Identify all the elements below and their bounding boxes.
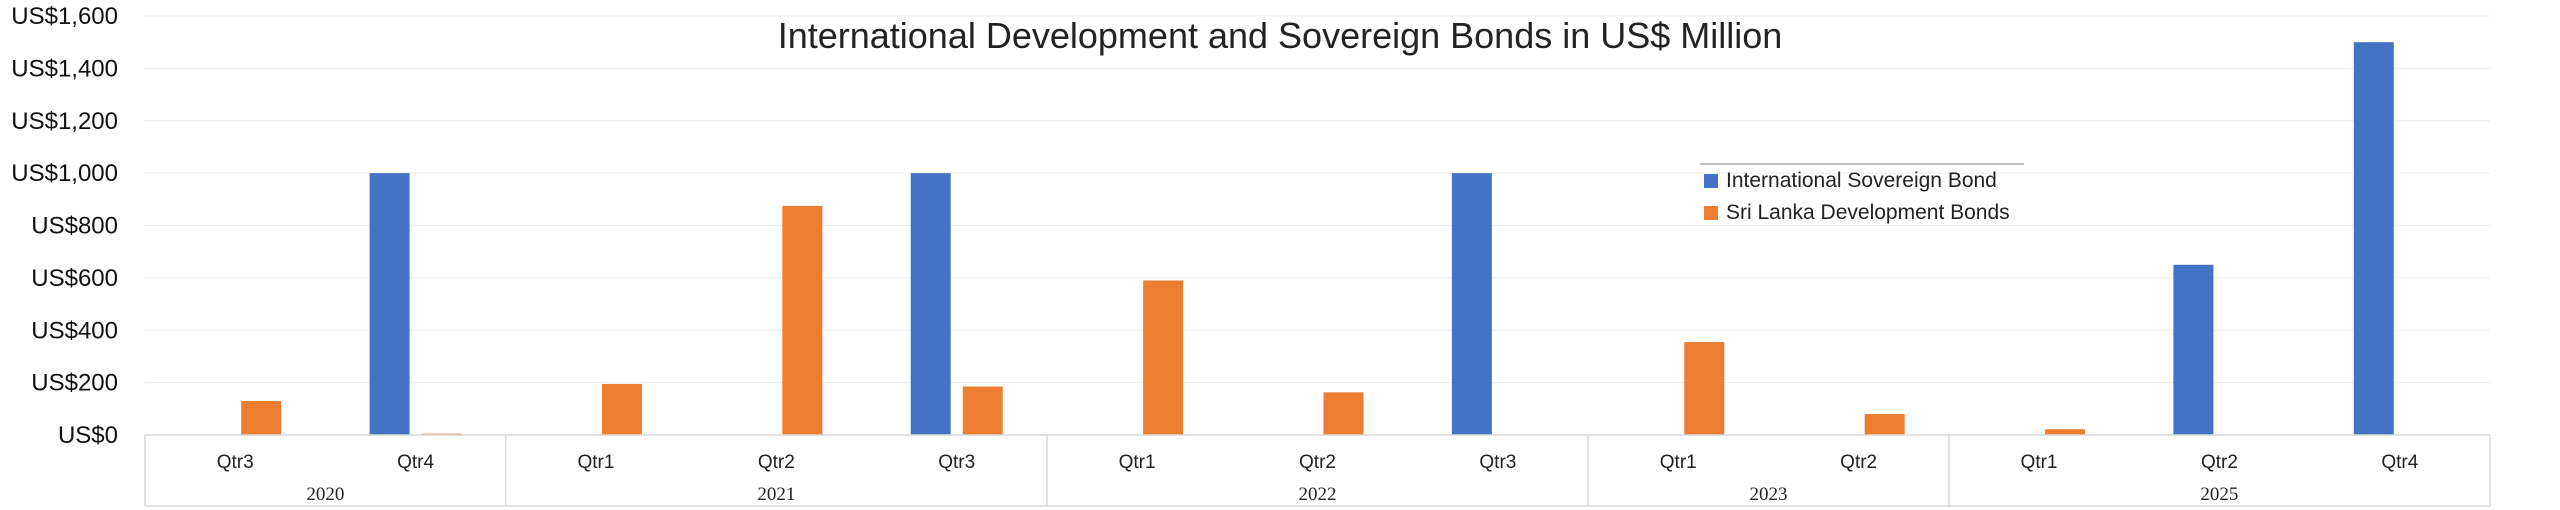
legend-label: International Sovereign Bond — [1726, 169, 1997, 192]
x-tick-label: Qtr1 — [1660, 452, 1697, 473]
bar-sri-lanka-development-bonds-9 — [1864, 414, 1905, 435]
x-tick-label: Qtr2 — [1840, 452, 1877, 473]
bar-international-sovereign-bond-7 — [1451, 173, 1492, 435]
x-tick-label: Qtr2 — [1299, 452, 1336, 473]
x-tick-label: Qtr3 — [938, 452, 975, 473]
x-axis: Qtr3 Qtr4 Qtr1 Qtr2 Qtr3 Qtr1 Qtr2 Qtr3 Qtr1 Qtr2… — [144, 434, 2491, 507]
x-tick-label: Qtr1 — [577, 452, 614, 473]
bar-international-sovereign-bond-12 — [2353, 42, 2394, 435]
bars — [241, 42, 2394, 435]
y-tick-label: US$1,000 — [11, 160, 118, 187]
x-tick-label: Qtr1 — [1119, 452, 1156, 473]
legend-swatch — [1704, 206, 1718, 220]
bar-international-sovereign-bond-11 — [2173, 264, 2214, 435]
x-group-label: 2020 — [306, 484, 344, 505]
y-tick-label: US$600 — [31, 265, 118, 292]
chart-title: International Development and Sovereign … — [778, 15, 1783, 56]
bar-sri-lanka-development-bonds-6 — [1323, 392, 1364, 435]
x-group-label: 2023 — [1749, 484, 1787, 505]
bar-sri-lanka-development-bonds-3 — [782, 205, 823, 435]
legend-label: Sri Lanka Development Bonds — [1726, 201, 2010, 224]
bar-international-sovereign-bond-1 — [369, 173, 410, 435]
x-tick-label: Qtr4 — [2381, 452, 2418, 473]
x-tick-label: Qtr4 — [397, 452, 434, 473]
y-tick-label: US$1,200 — [11, 108, 118, 135]
x-group-label: 2021 — [757, 484, 795, 505]
bar-sri-lanka-development-bonds-4 — [962, 386, 1003, 435]
y-tick-label: US$1,600 — [11, 3, 118, 30]
bar-sri-lanka-development-bonds-2 — [601, 383, 642, 435]
legend-swatch — [1704, 174, 1718, 188]
bar-sri-lanka-development-bonds-5 — [1143, 280, 1184, 435]
y-tick-label: US$1,400 — [11, 55, 118, 82]
x-tick-label: Qtr3 — [1479, 452, 1516, 473]
x-tick-label: Qtr1 — [2021, 452, 2058, 473]
bar-sri-lanka-development-bonds-10 — [2045, 429, 2086, 435]
x-group-label: 2025 — [2200, 484, 2238, 505]
x-tick-label: Qtr2 — [758, 452, 795, 473]
x-group-label: 2022 — [1299, 484, 1337, 505]
bar-sri-lanka-development-bonds-0 — [241, 400, 282, 435]
y-axis-ticks: US$0 US$200 US$400 US$600 US$800 US$1,000 US$1… — [11, 3, 118, 449]
y-tick-label: US$400 — [31, 317, 118, 344]
x-tick-label: Qtr2 — [2201, 452, 2238, 473]
bar-international-sovereign-bond-4 — [910, 173, 951, 435]
x-tick-label: Qtr3 — [217, 452, 254, 473]
y-tick-label: US$800 — [31, 213, 118, 240]
bar-sri-lanka-development-bonds-8 — [1684, 342, 1725, 435]
y-tick-label: US$0 — [58, 422, 118, 449]
legend: International Sovereign Bond Sri Lanka De… — [1700, 163, 2024, 224]
gridlines — [145, 15, 2490, 384]
y-tick-label: US$200 — [31, 370, 118, 397]
